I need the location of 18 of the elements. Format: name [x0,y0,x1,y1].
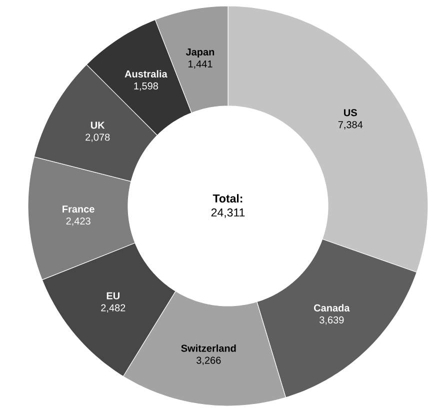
text: 24,311 [211,208,245,218]
slice-label: EU [106,292,120,300]
slice-label: Australia [124,70,168,78]
data-label: 3,266 [196,356,221,366]
data-label: 1,598 [134,82,158,91]
data-label: 2,482 [101,304,126,313]
slice-label: Switzerland [181,344,236,352]
slice-label: France [62,206,94,213]
slice-label: Japan [186,48,214,58]
data-label: 7,384 [338,121,363,130]
data-label: 1,441 [188,60,212,69]
slice-label: Canada [314,304,350,312]
slice-label: UK [90,122,105,129]
data-label: 2,078 [86,134,110,142]
data-label: 3,639 [320,316,344,325]
text: Total: [212,194,242,203]
data-label: 2,423 [66,218,90,226]
slice-label: US [344,109,357,116]
